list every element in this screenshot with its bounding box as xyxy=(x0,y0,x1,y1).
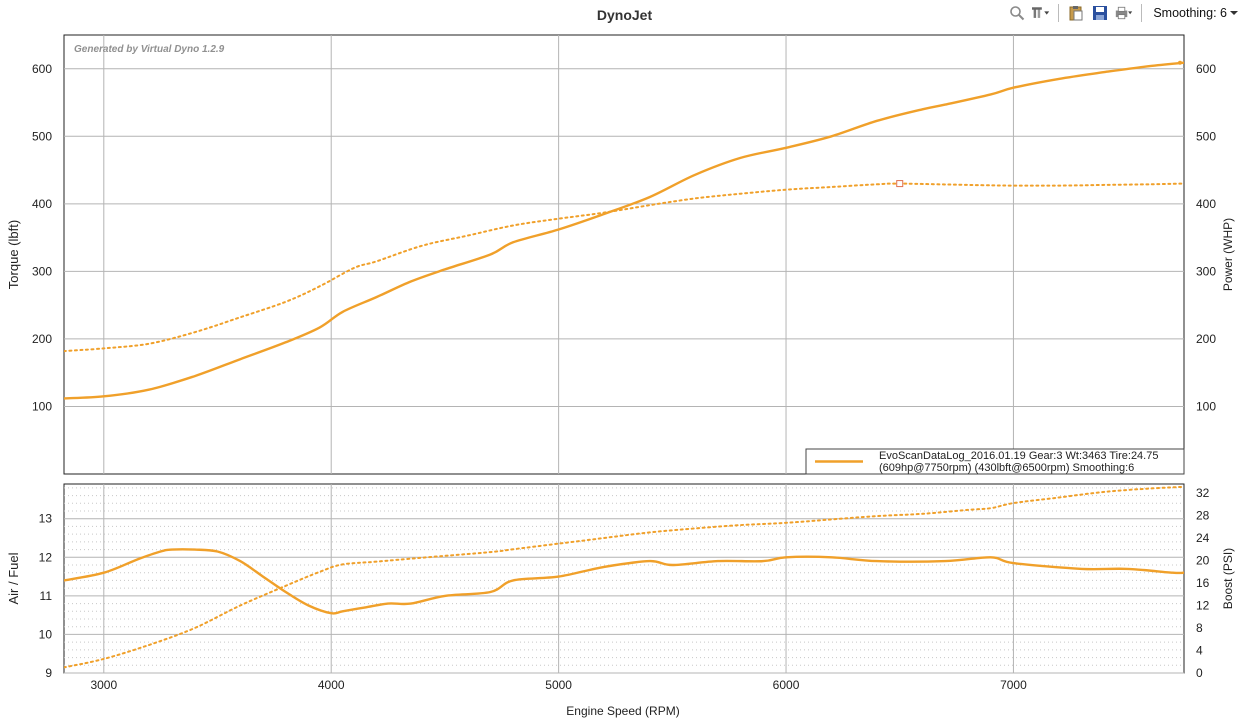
y2-tick-label: 100 xyxy=(1196,399,1216,413)
y2-tick-label: 28 xyxy=(1196,509,1210,523)
legend: EvoScanDataLog_2016.01.19 Gear:3 Wt:3463… xyxy=(805,448,1185,475)
y-axis-label: Torque (lbft) xyxy=(6,220,21,289)
y2-axis-label: Power (WHP) xyxy=(1221,218,1235,291)
paste-icon[interactable] xyxy=(1067,4,1085,22)
y-tick-label: 9 xyxy=(45,666,52,680)
y2-tick-label: 600 xyxy=(1196,62,1216,76)
y2-tick-label: 200 xyxy=(1196,332,1216,346)
y-tick-label: 300 xyxy=(32,264,52,278)
y-tick-label: 600 xyxy=(32,62,52,76)
y-tick-label: 12 xyxy=(39,550,53,564)
y2-tick-label: 8 xyxy=(1196,621,1203,635)
y-tick-label: 100 xyxy=(32,399,52,413)
plot-area xyxy=(63,34,1185,475)
x-axis-label: Engine Speed (RPM) xyxy=(566,704,679,718)
y2-tick-label: 24 xyxy=(1196,531,1210,545)
toolbar-separator xyxy=(1058,4,1060,22)
peak-marker xyxy=(896,180,904,188)
x-tick-label: 3000 xyxy=(90,678,117,692)
series-end-marker xyxy=(1178,60,1182,65)
legend-box xyxy=(805,448,1185,475)
y2-tick-label: 4 xyxy=(1196,644,1203,658)
y-tick-label: 13 xyxy=(39,512,53,526)
y-tick-label: 400 xyxy=(32,197,52,211)
settings-icon[interactable] xyxy=(1032,4,1050,22)
y2-axis-label: Boost (PSI) xyxy=(1221,548,1235,609)
zoom-icon[interactable] xyxy=(1008,4,1026,22)
smoothing-dropdown[interactable]: Smoothing: 6 xyxy=(1150,6,1241,20)
series-line-dotted xyxy=(64,485,1184,669)
legend-line-2: (609hp@7750rpm) (430lbft@6500rpm) Smooth… xyxy=(879,462,1134,474)
y2-tick-label: 400 xyxy=(1196,197,1216,211)
x-tick-label: 6000 xyxy=(773,678,800,692)
y2-tick-label: 0 xyxy=(1196,666,1203,680)
toolbar-separator xyxy=(1141,4,1143,22)
torque-power-panel: 100 200 300 400 500 600 100 200 300 400 500 600 Torq… xyxy=(6,34,1235,475)
x-tick-label: 7000 xyxy=(1000,678,1027,692)
smoothing-label: Smoothing: 6 xyxy=(1153,6,1227,20)
y2-tick-label: 16 xyxy=(1196,576,1210,590)
y-tick-label: 500 xyxy=(32,129,52,143)
save-icon[interactable] xyxy=(1091,4,1109,22)
print-icon[interactable] xyxy=(1115,4,1133,22)
y-tick-label: 11 xyxy=(40,589,53,603)
series-line-solid xyxy=(64,548,1184,615)
y2-tick-label: 500 xyxy=(1196,129,1216,143)
y-tick-label: 10 xyxy=(39,627,53,641)
chevron-down-icon xyxy=(1230,11,1238,15)
series-line-dotted xyxy=(64,182,1184,353)
x-tick-label: 4000 xyxy=(318,678,345,692)
afr-boost-panel: 3000 4000 5000 6000 7000 9 10 11 12 13 0 4 8 12 16 20 24… xyxy=(6,483,1235,692)
x-tick-label: 5000 xyxy=(545,678,572,692)
y-tick-label: 200 xyxy=(32,332,52,346)
y2-tick-label: 300 xyxy=(1196,264,1216,278)
y2-tick-label: 32 xyxy=(1196,486,1210,500)
y2-tick-label: 12 xyxy=(1196,599,1210,613)
series-line-solid xyxy=(64,61,1184,400)
toolbar: Smoothing: 6 xyxy=(1008,2,1241,24)
y-axis-label: Air / Fuel xyxy=(6,552,21,604)
y2-tick-label: 20 xyxy=(1196,554,1210,568)
legend-line-1: EvoScanDataLog_2016.01.19 Gear:3 Wt:3463… xyxy=(879,450,1158,462)
watermark: Generated by Virtual Dyno 1.2.9 xyxy=(74,44,225,55)
plot-area xyxy=(63,483,1185,674)
chart-title: DynoJet xyxy=(596,7,653,23)
